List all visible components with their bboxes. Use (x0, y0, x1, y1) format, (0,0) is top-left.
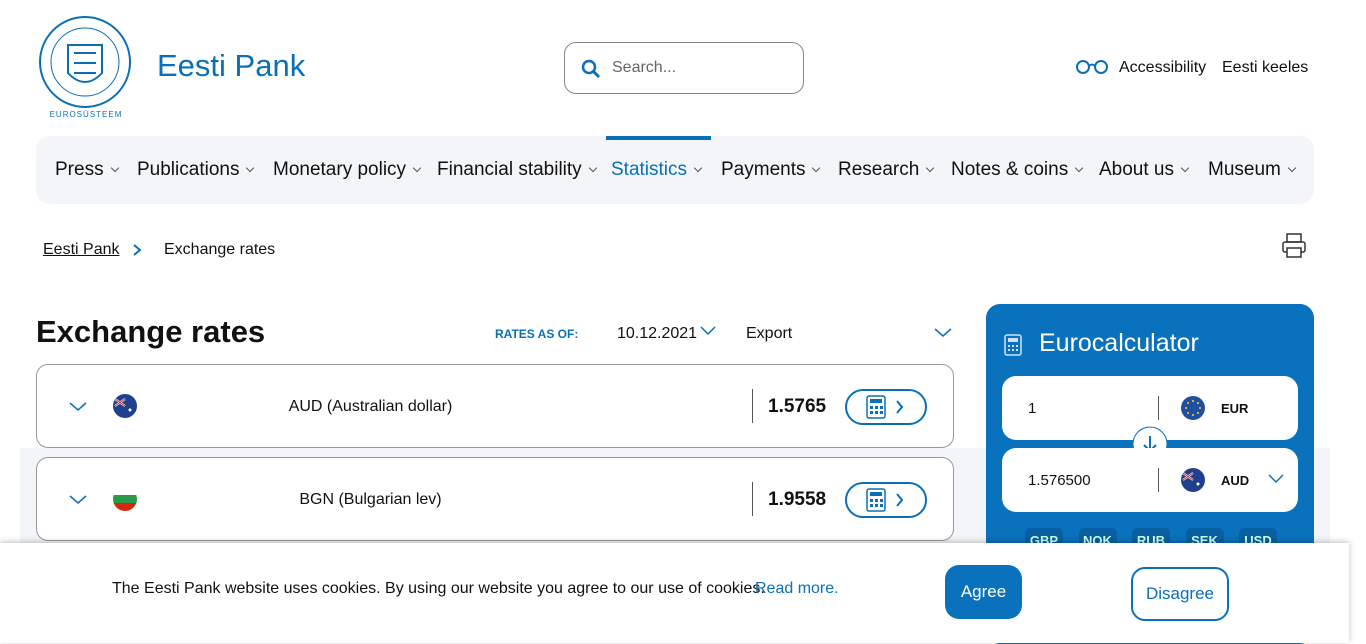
breadcrumb-current: Exchange rates (164, 241, 276, 258)
nav-item[interactable]: Statistics (605, 136, 712, 204)
logo-sub: EUROSÜSTEEM (38, 110, 134, 119)
to-currency: AUD (1221, 473, 1250, 488)
cookie-text: The Eesti Pank website uses cookies. By … (112, 580, 765, 597)
cookie-banner: The Eesti Pank website uses cookies. By … (0, 543, 1349, 643)
nav-label: Statistics (611, 159, 688, 180)
divider (1158, 396, 1159, 420)
export-select[interactable]: Export (746, 325, 793, 342)
nav-item[interactable]: Press (55, 136, 119, 204)
rate-row[interactable]: BGN (Bulgarian lev) 1.9558 (36, 457, 954, 541)
rate: 1.5765 (768, 396, 827, 417)
result: 1.576500 (1028, 472, 1091, 489)
logo-sub-text: EUROSÜSTEEM (49, 110, 123, 119)
nav-label: Press (55, 159, 104, 180)
nav-label: Monetary policy (273, 159, 407, 180)
calc-button[interactable] (845, 482, 927, 518)
nav-label: Notes & coins (951, 159, 1069, 180)
main-nav: Press Publications Monetary policy Financia… (36, 136, 1314, 204)
nav-item[interactable]: Research (838, 136, 935, 204)
nav-chevron (812, 163, 821, 173)
divider (1158, 468, 1159, 492)
nav-chevron (1180, 163, 1190, 173)
accessibility-link[interactable]: Accessibility (1119, 59, 1207, 76)
rate-row[interactable]: AUD (Australian dollar) 1.5765 (36, 364, 954, 448)
glasses-icon (1076, 60, 1108, 74)
page-title: Exchange rates (36, 314, 266, 349)
nav-chevron (588, 163, 597, 173)
to-chevron[interactable] (1268, 474, 1284, 484)
nav-item[interactable]: Publications (137, 136, 255, 204)
nav-chevron (926, 163, 935, 173)
divider (752, 482, 753, 516)
result-field[interactable]: 1.576500 AUD (1002, 448, 1298, 512)
nav-chevron (110, 163, 119, 173)
nav-label: Museum (1208, 159, 1281, 180)
expand-chevron[interactable] (69, 399, 87, 417)
nav-chevron (246, 163, 255, 173)
rate: 1.9558 (768, 489, 827, 510)
expand-chevron[interactable] (69, 492, 87, 510)
nav-label: Publications (137, 159, 240, 180)
date-chevron (700, 326, 716, 336)
nav-label: Financial stability (437, 159, 582, 180)
currency-name: BGN (Bulgarian lev) (299, 491, 442, 508)
divider (752, 389, 753, 423)
calc-button[interactable] (845, 389, 927, 425)
logo-seal[interactable] (38, 15, 134, 121)
nav-chevron (1074, 163, 1084, 173)
nav-item[interactable]: Monetary policy (273, 136, 422, 204)
currency-name: AUD (Australian dollar) (288, 398, 453, 415)
disagree-button[interactable]: Disagree (1131, 567, 1229, 621)
nav-chevron (693, 163, 703, 173)
language-link[interactable]: Eesti keeles (1222, 59, 1309, 76)
search-box[interactable]: Search... (564, 42, 804, 94)
nav-label: Payments (721, 159, 806, 180)
calc-title: Eurocalculator (1039, 329, 1199, 357)
breadcrumb-sep (133, 244, 142, 256)
from-currency: EUR (1221, 401, 1249, 416)
amount: 1 (1028, 400, 1037, 417)
nav-item[interactable]: Financial stability (437, 136, 597, 204)
nav-item[interactable]: About us (1099, 136, 1190, 204)
calc-icon (1004, 334, 1022, 356)
rates-as-of-label: RATES AS OF: (495, 327, 579, 341)
nav-item[interactable]: Museum (1208, 136, 1297, 204)
breadcrumb-link[interactable]: Eesti Pank (43, 241, 120, 258)
nav-item[interactable]: Payments (721, 136, 821, 204)
nav-label: About us (1099, 159, 1174, 180)
nav-label: Research (838, 159, 920, 180)
search-icon (581, 59, 601, 79)
logo-text[interactable]: Eesti Pank (157, 48, 306, 83)
flag-aud (1181, 468, 1205, 492)
read-more-link[interactable]: Read more. (755, 580, 839, 597)
search-placeholder: Search... (612, 59, 677, 76)
print-icon[interactable] (1282, 232, 1306, 260)
date-select[interactable]: 10.12.2021 (617, 325, 698, 342)
flag-eur (1181, 396, 1205, 420)
export-chevron (934, 328, 952, 337)
agree-button[interactable]: Agree (945, 565, 1022, 619)
flag (113, 394, 137, 423)
nav-chevron (412, 163, 422, 173)
nav-item[interactable]: Notes & coins (951, 136, 1084, 204)
flag (113, 487, 137, 516)
nav-chevron (1287, 163, 1297, 173)
